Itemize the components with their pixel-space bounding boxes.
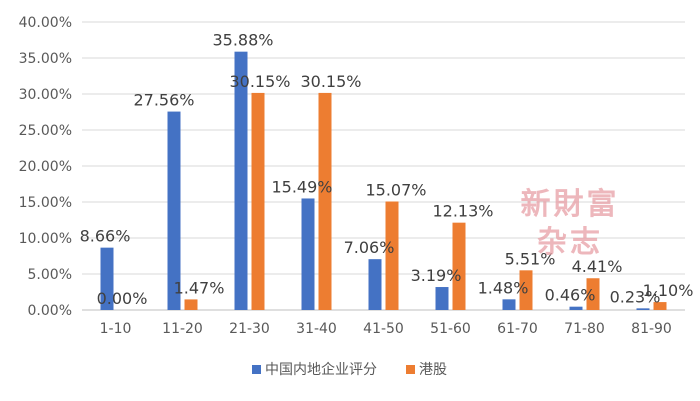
data-label: 30.15% (229, 72, 290, 91)
data-label: 4.41% (572, 257, 623, 276)
x-tick-label: 71-80 (564, 321, 605, 337)
bar-series-1 (569, 306, 583, 310)
bar-series-1 (100, 247, 114, 310)
data-label: 15.49% (271, 177, 332, 196)
legend-swatch (406, 365, 415, 374)
bar-series-1 (368, 259, 382, 310)
y-tick-label: 40.00% (19, 15, 72, 31)
y-tick-label: 15.00% (19, 195, 72, 211)
data-label: 5.51% (505, 249, 556, 268)
y-tick-label: 35.00% (19, 51, 72, 67)
data-label: 30.15% (300, 72, 361, 91)
bar-series-1 (435, 287, 449, 310)
data-label: 1.48% (478, 278, 529, 297)
data-label: 35.88% (212, 31, 273, 50)
y-tick-label: 25.00% (19, 123, 72, 139)
x-axis-ticks: 1-10 11-20 21-30 31-40 41-50 51-60 61-70 71-80 8… (100, 321, 672, 337)
x-tick-label: 61-70 (497, 321, 538, 337)
bar-series-1 (234, 51, 248, 310)
legend-label: 港股 (419, 362, 447, 378)
x-tick-label: 21-30 (229, 321, 270, 337)
y-tick-label: 20.00% (19, 159, 72, 175)
bar-series-2 (318, 92, 332, 310)
bar-series-1 (502, 299, 516, 310)
data-label: 15.07% (365, 180, 426, 199)
x-tick-label: 31-40 (296, 321, 337, 337)
bar-series-1 (167, 111, 181, 311)
x-tick-label: 41-50 (363, 321, 404, 337)
bar-series-2 (519, 270, 533, 310)
data-label: 8.66% (80, 227, 131, 246)
bar-series-2 (452, 222, 466, 310)
y-axis-ticks: 0.00% 5.00% 10.00% 15.00% 20.00% 25.00% 30.00%… (19, 15, 72, 319)
data-label: 0.23% (610, 287, 661, 306)
y-tick-label: 5.00% (28, 267, 72, 283)
gridlines (82, 21, 685, 311)
data-label: 3.19% (411, 266, 462, 285)
bar-series-1 (636, 308, 650, 310)
data-label: 0.00% (97, 289, 148, 308)
bar-series-2 (586, 278, 600, 310)
bar-series-2 (184, 299, 198, 310)
bars (100, 51, 667, 311)
y-tick-label: 0.00% (28, 303, 72, 319)
legend: 中国内地企业评分 港股 (252, 361, 447, 378)
data-label: 7.06% (344, 238, 395, 257)
bar-series-2 (653, 302, 667, 310)
y-tick-label: 10.00% (19, 231, 72, 247)
bar-series-2 (251, 92, 265, 310)
data-label: 27.56% (133, 91, 194, 110)
legend-label: 中国内地企业评分 (265, 361, 377, 378)
x-tick-label: 51-60 (430, 321, 471, 337)
data-label: 12.13% (432, 202, 493, 221)
data-label: 1.10% (643, 281, 694, 300)
legend-swatch (252, 365, 261, 374)
x-tick-label: 11-20 (162, 321, 203, 337)
bar-series-1 (301, 198, 315, 310)
bar-series-2 (385, 201, 399, 310)
y-tick-label: 30.00% (19, 87, 72, 103)
data-label: 0.46% (545, 286, 596, 305)
data-label: 1.47% (174, 278, 225, 297)
x-tick-label: 1-10 (100, 321, 132, 337)
x-tick-label: 81-90 (631, 321, 672, 337)
data-labels: 8.66% 0.00% 27.56% 1.47% 35.88% 30.15% 15.49% 3… (80, 31, 694, 308)
